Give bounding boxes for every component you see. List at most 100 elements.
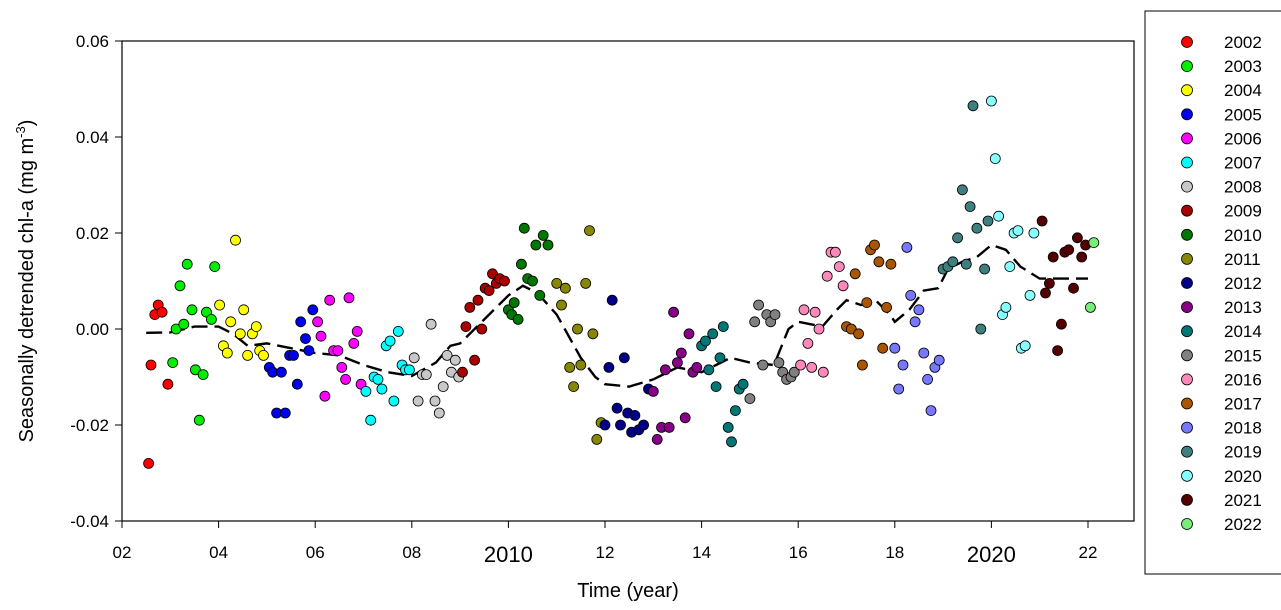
- legend-marker-2013: [1181, 301, 1193, 314]
- data-point-2014: [703, 364, 715, 376]
- data-point-2014: [707, 328, 719, 340]
- y-axis-title: Seasonally detrended chl-a (mg m-3): [13, 120, 38, 443]
- data-point-2014: [726, 436, 737, 448]
- data-point-2006: [343, 292, 355, 304]
- data-point-2008: [437, 381, 449, 393]
- data-point-2018: [913, 304, 925, 316]
- data-point-2017: [853, 328, 864, 340]
- data-point-2016: [817, 366, 829, 378]
- data-point-2005: [303, 345, 315, 357]
- data-point-2012: [611, 402, 623, 414]
- y-axis-title-close: ): [16, 120, 38, 127]
- data-point-2016: [806, 361, 818, 373]
- data-point-2005: [275, 366, 287, 378]
- data-point-2010: [537, 229, 549, 241]
- data-point-2011: [556, 299, 567, 311]
- data-point-2018: [909, 316, 921, 328]
- data-point-2008: [408, 352, 420, 364]
- data-point-2002: [162, 378, 174, 390]
- x-tick-label: 18: [885, 543, 904, 562]
- legend-label-2007: 2007: [1224, 154, 1262, 173]
- data-point-2009: [476, 323, 488, 335]
- data-point-2016: [833, 261, 845, 273]
- data-point-2003: [186, 304, 198, 316]
- data-point-2012: [629, 409, 641, 421]
- y-tick-label: 0.06: [76, 32, 109, 51]
- data-point-2022: [1088, 237, 1100, 249]
- data-point-2003: [174, 280, 186, 292]
- data-point-2009: [457, 366, 468, 378]
- data-point-2003: [193, 414, 205, 426]
- x-tick-label: 22: [1079, 543, 1098, 562]
- data-point-2014: [722, 421, 734, 433]
- legend-marker-2017: [1181, 397, 1193, 410]
- data-point-2017: [873, 256, 885, 268]
- x-tick-label: 2010: [484, 542, 533, 567]
- data-point-2009: [469, 354, 481, 366]
- data-point-2014: [714, 352, 726, 364]
- data-point-2012: [615, 419, 626, 431]
- data-point-2005: [288, 349, 299, 361]
- legend-label-2009: 2009: [1224, 202, 1262, 221]
- data-point-2013: [668, 306, 679, 318]
- data-point-2018: [901, 241, 913, 253]
- data-point-2011: [584, 225, 595, 237]
- legend-marker-2014: [1181, 325, 1193, 338]
- legend-label-2014: 2014: [1224, 322, 1262, 341]
- legend: 2002 2003 2004 2005 2006 2007 2008 2009 2010 2011…: [1181, 33, 1262, 534]
- data-point-2016: [809, 306, 821, 318]
- data-point-2018: [918, 347, 930, 359]
- legend-marker-2016: [1181, 373, 1193, 386]
- axes-layer: 02 04 06 08 2010 12 14 16 18 2020 22 -0.04 -0.02 0.00…: [70, 32, 1097, 567]
- legend-label-2015: 2015: [1224, 346, 1262, 365]
- legend-label-2020: 2020: [1224, 467, 1262, 486]
- x-tick-label: 2020: [967, 542, 1016, 567]
- data-point-2003: [167, 357, 179, 369]
- data-point-2006: [340, 373, 352, 385]
- legend-label-2017: 2017: [1224, 395, 1262, 414]
- data-point-2017: [877, 342, 889, 354]
- data-point-2003: [181, 258, 193, 270]
- data-point-2011: [568, 381, 579, 393]
- data-point-2021: [1047, 251, 1059, 263]
- data-point-2005: [279, 407, 291, 419]
- data-point-2004: [225, 316, 237, 328]
- data-point-2020: [1012, 225, 1024, 237]
- data-point-2010: [534, 289, 546, 301]
- data-point-2005: [291, 378, 303, 390]
- data-point-2019: [971, 222, 983, 234]
- data-point-2011: [572, 323, 583, 335]
- legend-marker-2020: [1181, 469, 1193, 482]
- legend-marker-2008: [1181, 180, 1193, 193]
- data-point-2010: [518, 222, 530, 234]
- y-tick-label: 0.02: [76, 224, 109, 243]
- data-point-2008: [425, 318, 437, 330]
- data-point-2007: [388, 395, 400, 407]
- data-point-2016: [802, 337, 814, 349]
- data-point-2017: [881, 301, 892, 313]
- legend-label-2008: 2008: [1224, 178, 1262, 197]
- x-tick-label: 12: [596, 543, 615, 562]
- data-point-2008: [420, 369, 432, 381]
- data-point-2009: [472, 294, 484, 306]
- legend-marker-2005: [1181, 108, 1193, 121]
- data-point-2017: [857, 359, 868, 371]
- y-axis-title-superscript: -3: [13, 126, 28, 138]
- data-point-2022: [1085, 301, 1096, 313]
- data-point-2004: [242, 349, 254, 361]
- data-point-2013: [679, 412, 691, 424]
- data-point-2010: [516, 258, 527, 270]
- data-point-2021: [1044, 277, 1055, 289]
- data-point-2017: [885, 258, 897, 270]
- data-point-2018: [893, 383, 905, 395]
- data-point-2013: [651, 433, 663, 445]
- data-point-2008: [441, 349, 453, 361]
- data-point-2019: [979, 263, 990, 275]
- data-point-2007: [392, 325, 404, 337]
- data-point-2018: [925, 405, 937, 417]
- data-point-2020: [1024, 289, 1036, 301]
- data-point-2020: [993, 210, 1004, 222]
- data-point-2004: [258, 349, 269, 361]
- data-point-2003: [205, 313, 217, 325]
